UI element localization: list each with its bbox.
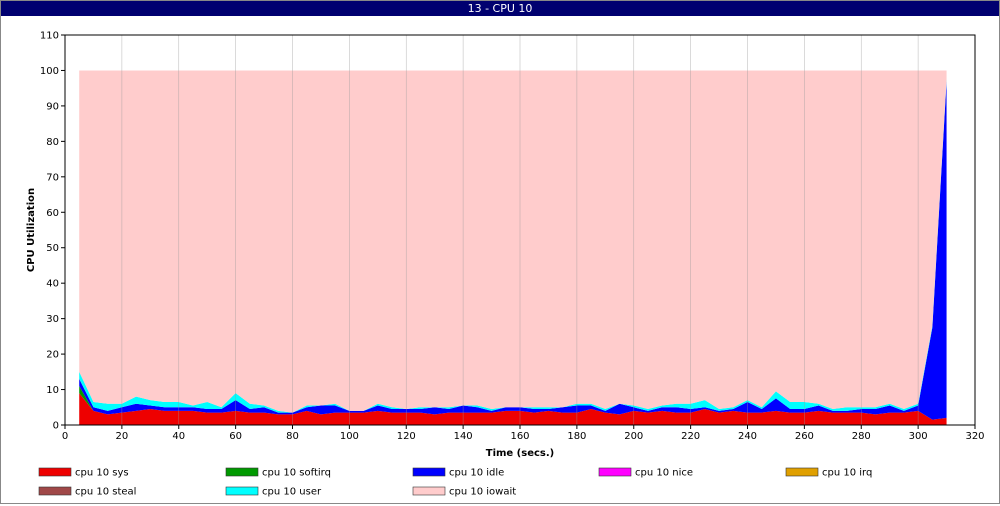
x-tick-label: 20 (116, 431, 129, 442)
y-tick-label: 70 (46, 172, 59, 183)
legend-label: cpu 10 irq (822, 468, 872, 479)
legend-swatch (412, 467, 446, 477)
legend-label: cpu 10 steal (75, 487, 136, 498)
y-tick-label: 40 (46, 279, 59, 290)
x-tick-label: 200 (624, 431, 643, 442)
y-tick-label: 60 (46, 208, 59, 219)
legend-label: cpu 10 sys (75, 468, 129, 479)
legend-label: cpu 10 iowait (449, 487, 516, 498)
legend-swatch (38, 486, 72, 496)
legend-label: cpu 10 softirq (262, 468, 331, 479)
y-tick-label: 80 (46, 137, 59, 148)
x-tick-label: 160 (510, 431, 529, 442)
x-tick-label: 120 (397, 431, 416, 442)
legend-swatch (225, 486, 259, 496)
legend-label: cpu 10 idle (449, 468, 504, 479)
x-tick-label: 40 (172, 431, 185, 442)
x-tick-label: 320 (965, 431, 984, 442)
x-tick-label: 220 (681, 431, 700, 442)
x-axis-label: Time (secs.) (486, 448, 555, 459)
area (79, 70, 947, 413)
chart: 0 20 40 60 80 100 120 140 160 180 200 220 240 260 280 3… (26, 31, 985, 498)
area (79, 393, 947, 425)
x-tick-label: 240 (738, 431, 757, 442)
x-tick-label: 60 (229, 431, 242, 442)
y-tick-label: 0 (53, 421, 59, 432)
x-tick-label: 180 (567, 431, 586, 442)
legend-swatch (598, 467, 632, 477)
title-bar: 13 - CPU 10 (1, 1, 999, 16)
y-tick-label: 90 (46, 101, 59, 112)
x-tick-label: 0 (62, 431, 68, 442)
x-tick-label: 140 (454, 431, 473, 442)
legend-label: cpu 10 user (262, 487, 322, 498)
plot-border (64, 34, 976, 426)
legend-swatch (785, 467, 819, 477)
x-tick-label: 300 (909, 431, 928, 442)
y-tick-label: 50 (46, 243, 59, 254)
legend-swatch (225, 467, 259, 477)
x-tick-label: 80 (286, 431, 299, 442)
legend-label: cpu 10 nice (635, 468, 693, 479)
x-tick-label: 260 (795, 431, 814, 442)
legend-swatch (38, 467, 72, 477)
y-tick-label: 10 (46, 385, 59, 396)
x-tick-label: 100 (340, 431, 359, 442)
x-tick-label: 280 (852, 431, 871, 442)
y-tick-label: 20 (46, 350, 59, 361)
y-tick-label: 100 (40, 66, 59, 77)
legend-swatch (412, 486, 446, 496)
y-tick-label: 110 (40, 31, 59, 42)
y-axis-label: CPU Utilization (26, 188, 37, 272)
y-tick-label: 30 (46, 314, 59, 325)
